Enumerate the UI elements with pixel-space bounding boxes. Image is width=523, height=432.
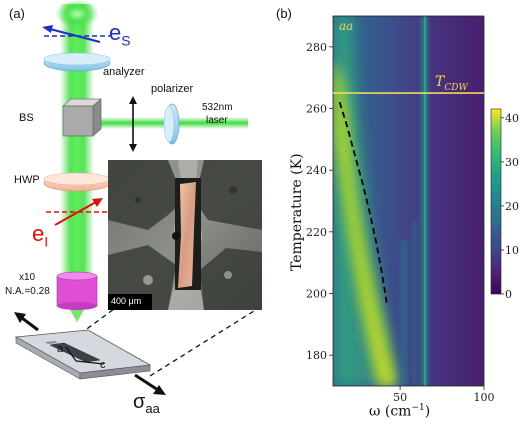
y-tick-label: 220 xyxy=(306,226,327,239)
current-arrow-right-icon xyxy=(134,373,159,392)
bs-label: BS xyxy=(19,112,34,124)
micrograph-image xyxy=(108,160,262,310)
colorbar-tick-label: 30 xyxy=(505,156,519,169)
laser-label-line2: laser xyxy=(206,115,228,126)
soft-mode-fit-line xyxy=(338,102,388,303)
scale-bar xyxy=(108,294,152,310)
axis-c-arrow-icon xyxy=(75,360,105,365)
scale-bar-label: 400 μm xyxy=(111,296,142,306)
panel-a-label: (a) xyxy=(9,6,25,21)
ei-label-main: e xyxy=(32,221,45,246)
y-tick-label: 240 xyxy=(306,164,327,177)
double-arrow-up-icon xyxy=(129,96,137,104)
es-arrow-icon xyxy=(49,28,101,43)
objective-label-line2: N.A.=0.28 xyxy=(5,286,50,297)
sigma-label-sub: aa xyxy=(145,401,160,416)
tcdw-label: TCDW xyxy=(435,74,468,93)
es-label: eS xyxy=(109,20,131,48)
current-arrowhead-left-icon xyxy=(14,312,26,323)
panel-b-label: (b) xyxy=(276,6,292,21)
axis-ticks: 50 100 180 200 220 240 260 280 xyxy=(306,41,495,404)
x-axis-label-sup: −1 xyxy=(411,403,425,413)
sample-substrate xyxy=(14,329,152,380)
ei-label: eI xyxy=(32,221,48,249)
tcdw-label-main: T xyxy=(435,74,445,90)
axis-a-label: a xyxy=(57,343,64,355)
panel-a: (a) xyxy=(5,0,263,416)
es-label-main: e xyxy=(109,20,122,45)
y-tick-label: 280 xyxy=(306,41,327,54)
laser-beam-top-glow xyxy=(55,0,99,28)
heatmap-image xyxy=(333,16,484,386)
es-label-sub: S xyxy=(121,32,131,49)
ei-arrowhead-icon xyxy=(92,198,103,207)
x-axis-label-end: ) xyxy=(424,403,431,420)
analyzer-lens-top xyxy=(43,52,111,66)
x-axis-label: ω (cm−1) xyxy=(369,403,430,420)
zoom-line-right xyxy=(149,305,263,377)
ei-arrow-icon xyxy=(54,201,97,226)
colorbar-tick-label: 20 xyxy=(505,200,519,213)
colorbar xyxy=(490,108,502,295)
objective-label-line1: x10 xyxy=(19,272,36,283)
analyzer-label: analyzer xyxy=(103,66,145,78)
ei-label-sub: I xyxy=(44,233,49,250)
polarizer-lens-face xyxy=(163,105,175,143)
x-tick-label: 50 xyxy=(393,391,407,404)
colorbar-tick-label: 0 xyxy=(505,288,512,301)
setup-schematic xyxy=(14,0,263,395)
polarizer-label: polarizer xyxy=(151,83,194,95)
sigma-label-main: σ xyxy=(133,391,146,413)
tcdw-label-sub: CDW xyxy=(444,82,468,93)
channel-label: aa xyxy=(339,19,354,33)
plot-frame xyxy=(332,15,485,387)
current-arrow-left-icon xyxy=(21,316,39,332)
laser-beam-vertical xyxy=(60,4,94,286)
sigma-label: σaa xyxy=(133,391,160,416)
y-tick-label: 200 xyxy=(306,288,327,301)
axis-a-arrow-icon xyxy=(65,346,77,362)
zoom-line-left xyxy=(79,305,119,335)
colorbar-tick-label: 40 xyxy=(505,112,519,125)
y-tick-label: 180 xyxy=(306,349,327,362)
double-arrow-down-icon xyxy=(129,144,137,152)
es-arrowhead-icon xyxy=(42,25,53,33)
beam-splitter-cube xyxy=(62,98,102,137)
soft-mode-fit-layer xyxy=(338,102,388,303)
x-tick-label: 100 xyxy=(474,391,495,404)
axis-c-label: c xyxy=(100,359,106,371)
colorbar-tick-label: 10 xyxy=(505,244,519,257)
colorbar-ticks: 0 10 20 30 40 xyxy=(501,112,519,301)
laser-label-line1: 532nm xyxy=(202,102,233,113)
objective-lens xyxy=(56,271,98,322)
x-axis-label-main: ω (cm xyxy=(369,403,412,420)
current-arrowhead-right-icon xyxy=(153,385,166,395)
sample-micrograph: 400 μm xyxy=(108,160,262,310)
hwp-label: HWP xyxy=(14,174,40,186)
y-tick-label: 260 xyxy=(306,103,327,116)
sample-crystal xyxy=(49,342,101,363)
